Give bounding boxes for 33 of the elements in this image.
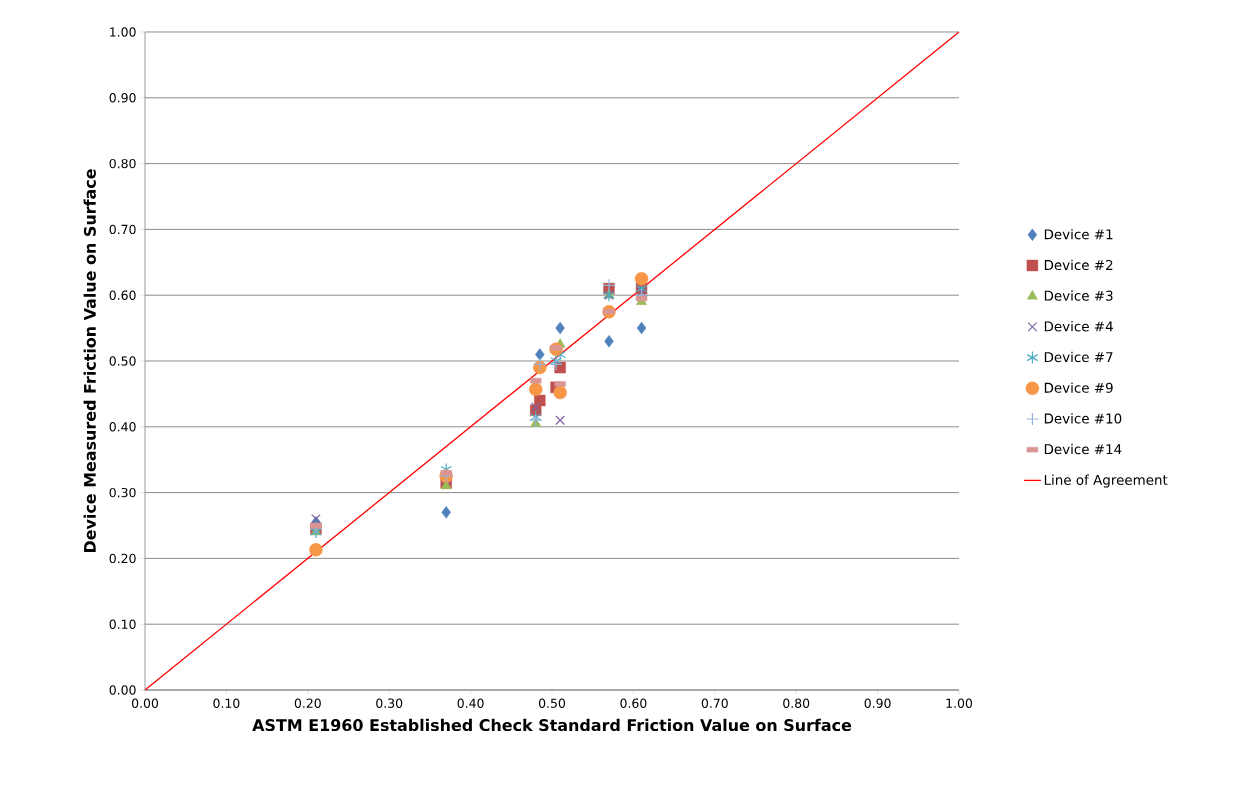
y-tick-label: 0.90 (109, 93, 136, 103)
x-tick-label: 0.60 (620, 698, 647, 708)
y-tick-label: 0.60 (109, 290, 136, 300)
y-tick-label: 0.50 (109, 356, 136, 366)
x-tick-label: 0.90 (864, 698, 891, 708)
legend-label: Device #9 (1044, 382, 1113, 393)
x-tick-label: 0.40 (457, 698, 484, 708)
legend-label: Device #10 (1044, 413, 1122, 424)
legend-label: Device #3 (1044, 290, 1113, 301)
y-tick-label: 0.80 (109, 158, 136, 169)
y-tick-label: 0.20 (109, 553, 136, 564)
x-tick-label: 0.50 (538, 698, 566, 708)
x-tick-label: 0.20 (294, 698, 321, 708)
legend-label: Device #4 (1044, 321, 1113, 332)
y-tick-label: 1.00 (110, 27, 136, 37)
y-axis-title: Device Measured Friction Value on Surface (83, 169, 96, 553)
x-tick-label: 0.10 (213, 698, 240, 708)
y-tick-label: 0.40 (109, 422, 136, 432)
y-tick-label: 0.70 (109, 224, 136, 235)
x-tick-label: 0.70 (701, 698, 728, 708)
x-tick-label: 0.80 (783, 698, 810, 708)
y-tick-label: 0.10 (109, 619, 136, 629)
x-tick-label: 0.30 (376, 698, 403, 708)
x-tick-label: 0.00 (131, 698, 159, 708)
legend-label: Device #7 (1044, 351, 1113, 363)
y-tick-label: 0.30 (109, 487, 136, 498)
y-tick-label: 0.00 (109, 685, 136, 695)
x-tick-label: 1.00 (946, 698, 973, 708)
legend-label: Line of Agreement (1044, 474, 1168, 488)
legend-label: Device #14 (1044, 443, 1122, 455)
legend-label: Device #2 (1044, 259, 1113, 271)
legend-label: Device #1 (1044, 228, 1113, 240)
x-axis-title: ASTM E1960 Established Check Standard Friction Value on Surface (252, 718, 852, 732)
